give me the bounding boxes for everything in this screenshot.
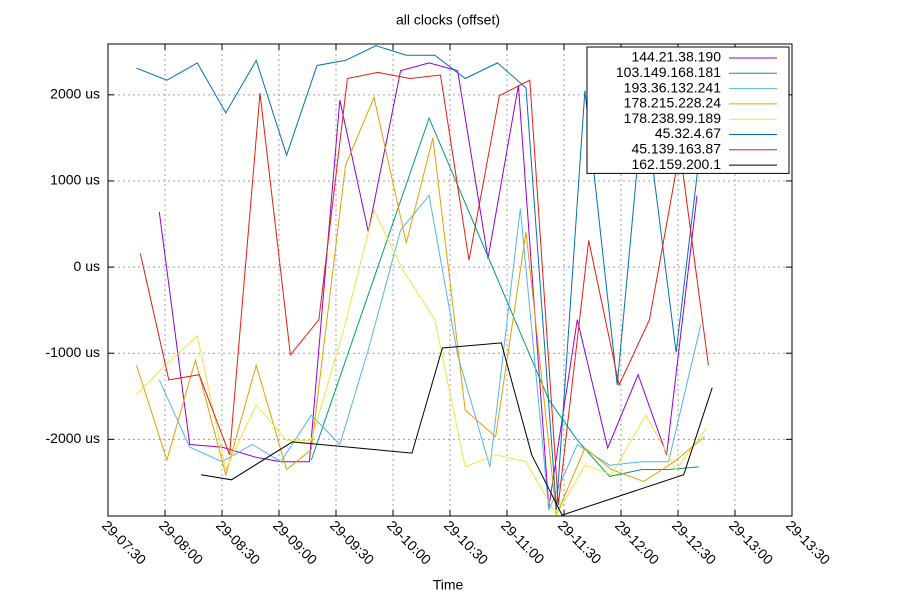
y-tick-label: 1000 us [50,172,100,188]
series-line [136,45,707,511]
y-tick-label: 0 us [74,258,100,274]
series-line [158,62,698,508]
y-tick-label: -2000 us [46,430,100,446]
legend-box [586,46,790,174]
legend-label: 144.21.38.190 [631,49,721,65]
legend-label: 178.215.228.24 [624,95,722,111]
y-tick-label: -1000 us [46,344,100,360]
chart-title: all clocks (offset) [396,12,500,28]
series-line [201,342,713,516]
series-line [158,194,702,511]
legend-label: 103.149.168.181 [616,64,721,80]
legend-label: 162.159.200.1 [631,156,721,172]
legend-label: 45.139.163.87 [631,141,721,157]
series-line [139,71,709,505]
plot-border [107,43,793,517]
series-line [310,116,699,477]
y-tick-label: 2000 us [50,86,100,102]
x-axis-label: Time [433,577,464,593]
legend-label: 178.238.99.189 [624,110,722,126]
legend-label: 45.32.4.67 [655,125,721,141]
legend-label: 193.36.132.241 [624,79,722,95]
series-line [136,208,707,517]
series-line [136,95,705,518]
